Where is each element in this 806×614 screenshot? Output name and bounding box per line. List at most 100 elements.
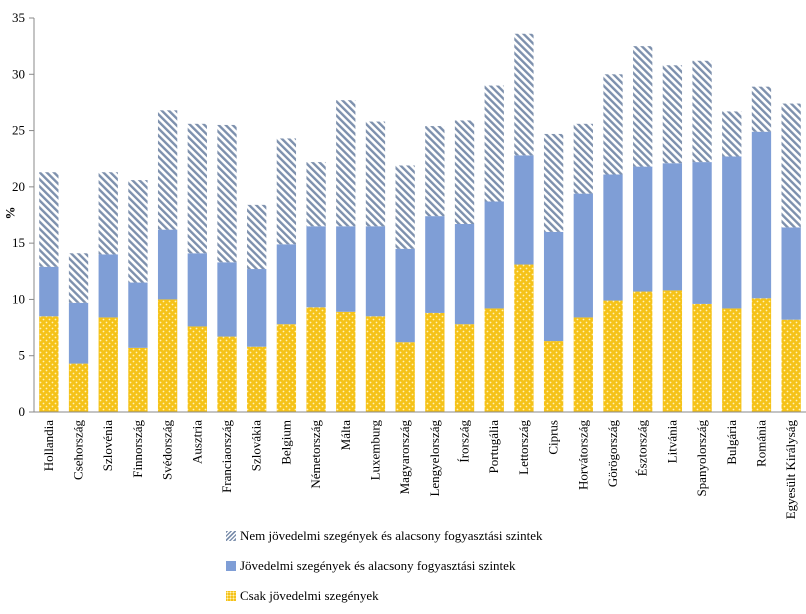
bar-segment — [781, 227, 801, 320]
legend: Nem jövedelmi szegények és alacsony fogy… — [226, 524, 543, 614]
bar-segment — [425, 312, 445, 412]
bar-segment — [425, 216, 445, 313]
bar-segment — [276, 138, 297, 245]
bar-segment — [603, 300, 623, 412]
x-tick-label: Írország — [457, 420, 472, 463]
bar-segment — [514, 33, 534, 156]
y-axis: 0 5 10 15 20 25 30 35 — [12, 10, 35, 419]
x-tick-label: Luxemburg — [367, 420, 382, 481]
y-tick-label: 30 — [12, 66, 25, 81]
x-tick-label: Finnország — [130, 420, 145, 478]
legend-label: Nem jövedelmi szegények és alacsony fogy… — [240, 527, 543, 543]
x-tick-label: Svédország — [160, 420, 175, 480]
bar-segment — [217, 124, 237, 263]
bar-segment — [306, 307, 326, 412]
bar-segment — [633, 166, 653, 292]
bar-segment — [187, 326, 207, 412]
bar-segment — [633, 291, 653, 412]
bar-segment — [425, 126, 445, 217]
x-tick-label: Portugália — [486, 420, 501, 474]
bar-segment — [751, 131, 772, 299]
bar-segment — [128, 180, 148, 283]
bar-segment — [157, 299, 178, 412]
bar-segment — [336, 100, 356, 227]
y-axis-title: % — [2, 206, 18, 220]
bar-segment — [247, 346, 267, 412]
bar-segment — [39, 266, 59, 317]
bar-segment — [217, 336, 237, 412]
bar-segment — [514, 155, 534, 265]
x-tick-label: Románia — [753, 420, 768, 467]
bar-segment — [365, 316, 386, 412]
bar-segment — [692, 162, 712, 304]
x-tick-label: Hollandia — [41, 420, 56, 471]
bars — [39, 33, 801, 412]
x-tick-label: Lettország — [516, 420, 531, 475]
bar-segment — [692, 303, 712, 412]
x-axis: Hollandia Csehország Szlovénia Finnország Sv… — [34, 411, 806, 519]
bar-segment — [247, 269, 267, 347]
bar-segment — [662, 163, 683, 291]
x-tick-label: Németország — [308, 420, 323, 489]
bar-segment — [662, 65, 683, 164]
x-tick-label: Lengyelország — [427, 420, 442, 497]
bar-segment — [751, 86, 772, 132]
bar-segment — [128, 282, 148, 348]
legend-label: Csak jövedelmi szegények — [240, 587, 379, 603]
bar-segment — [484, 308, 504, 412]
bar-segment — [68, 363, 89, 412]
bar-segment — [573, 123, 593, 194]
y-tick-label: 10 — [12, 291, 25, 306]
bar-segment — [365, 121, 386, 227]
bar-segment — [68, 302, 89, 364]
x-tick-label: Ausztria — [189, 420, 204, 464]
bar-segment — [722, 111, 742, 157]
x-tick-label: Szlovákia — [249, 420, 264, 471]
bar-segment — [603, 174, 623, 301]
bar-segment — [157, 229, 178, 300]
legend-item: Nem jövedelmi szegények és alacsony fogy… — [226, 524, 543, 547]
bar-segment — [276, 244, 297, 325]
legend-swatch — [226, 590, 236, 601]
bar-segment — [573, 317, 593, 412]
legend-item: Jövedelmi szegények és alacsony fogyaszt… — [226, 554, 543, 577]
x-tick-label: Észtország — [635, 420, 650, 477]
bar-segment — [543, 231, 564, 342]
bar-segment — [306, 162, 326, 227]
bar-segment — [128, 347, 148, 412]
x-tick-label: Görögország — [605, 420, 620, 488]
x-tick-label: Szlovénia — [100, 420, 115, 471]
bar-segment — [395, 165, 415, 249]
legend-swatch — [226, 560, 236, 571]
bar-segment — [514, 264, 534, 412]
y-tick-label: 35 — [12, 10, 25, 25]
x-tick-label: Ciprus — [546, 420, 561, 455]
bar-segment — [454, 224, 475, 325]
bar-segment — [306, 226, 326, 308]
x-tick-label: Horvátország — [575, 420, 590, 491]
y-tick-label: 5 — [19, 348, 26, 363]
x-tick-label: Belgium — [278, 420, 293, 465]
bar-segment — [98, 172, 118, 255]
bar-segment — [484, 201, 504, 309]
bar-segment — [722, 308, 742, 412]
legend-label: Jövedelmi szegények és alacsony fogyaszt… — [240, 557, 516, 573]
bar-segment — [39, 316, 59, 412]
x-tick-label: Franciaország — [219, 420, 234, 493]
bar-segment — [662, 290, 683, 412]
y-tick-label: 25 — [12, 123, 25, 138]
bar-segment — [543, 341, 564, 412]
legend-item: Csak jövedelmi szegények — [226, 584, 543, 607]
y-tick-label: 20 — [12, 179, 25, 194]
x-tick-label: Magyarország — [397, 420, 412, 495]
bar-segment — [336, 226, 356, 312]
bar-segment — [98, 317, 118, 412]
bar-segment — [247, 204, 267, 270]
bar-segment — [633, 46, 653, 167]
bar-segment — [454, 324, 475, 412]
bar-segment — [543, 133, 564, 232]
y-tick-label: 15 — [12, 235, 25, 250]
bar-segment — [573, 193, 593, 318]
bar-segment — [98, 254, 118, 318]
